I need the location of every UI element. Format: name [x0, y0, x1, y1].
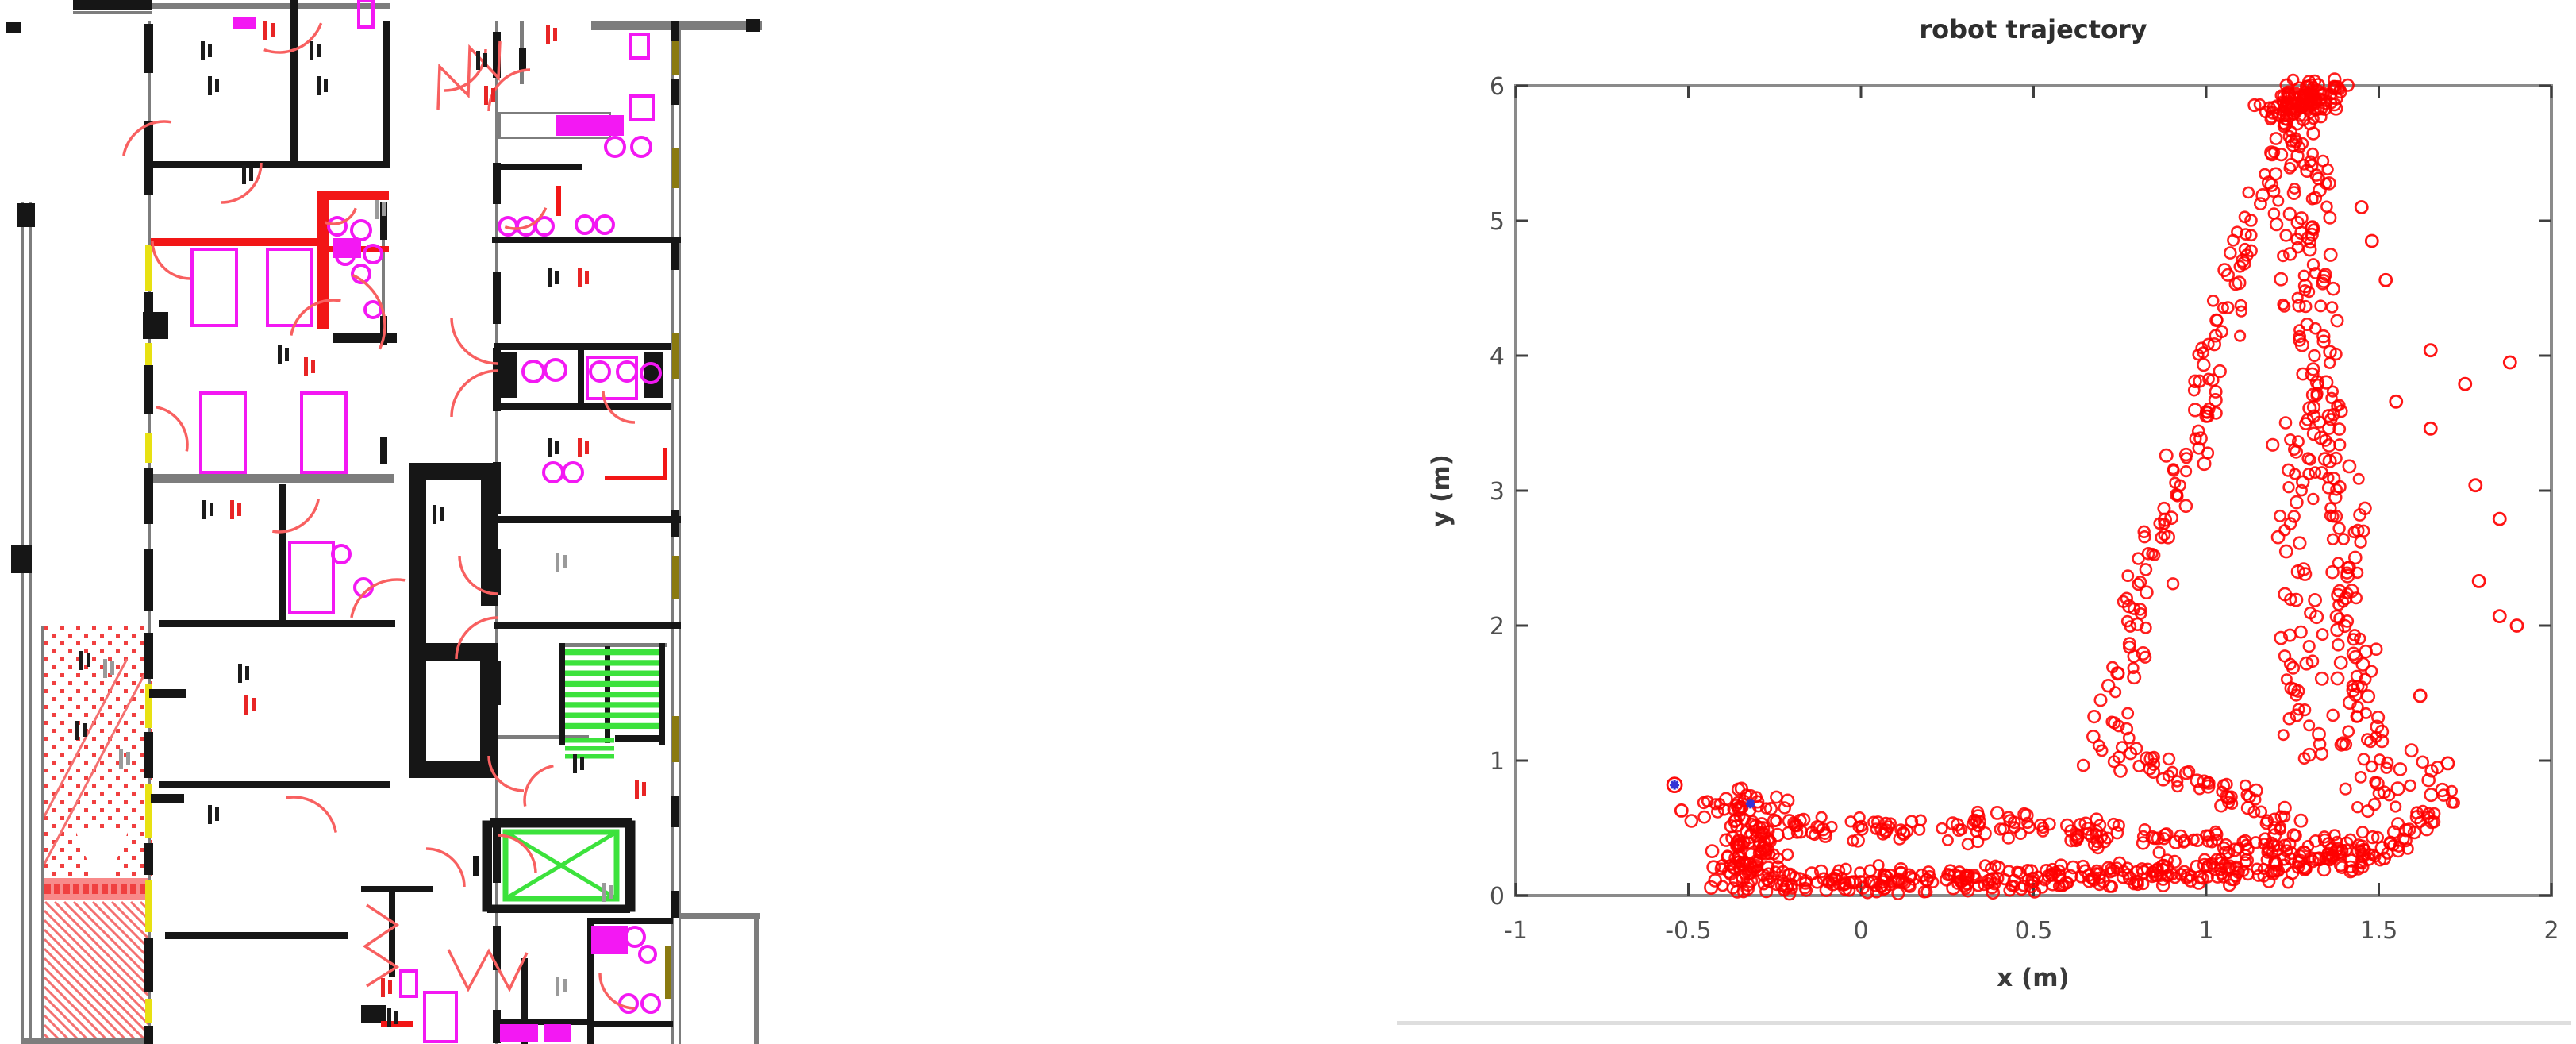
label-smudge: [208, 805, 219, 824]
plot-title: robot trajectory: [1919, 14, 2147, 44]
label-smudge: [375, 200, 386, 219]
label-smudge: [548, 268, 559, 287]
y-tick-label: 6: [1490, 73, 1505, 101]
label-smudge: [263, 21, 275, 40]
label-smudge: [310, 41, 321, 60]
label-smudge: [578, 438, 589, 457]
y-tick-label: 0: [1490, 883, 1505, 911]
label-smudge: [201, 41, 212, 60]
label-smudge: [387, 1008, 398, 1027]
label-smudge: [548, 438, 559, 457]
label-smudge: [75, 721, 87, 740]
label-smudge: [556, 553, 567, 572]
label-smudge: [244, 695, 256, 715]
label-smudge: [304, 357, 315, 376]
label-smudge: [317, 76, 328, 95]
label-smudge: [578, 268, 589, 287]
hatched-area: [43, 900, 151, 1044]
start-marker: [1745, 799, 1755, 809]
label-smudge: [433, 505, 444, 524]
label-smudge: [79, 651, 90, 670]
x-tick-label: 1: [2198, 917, 2213, 945]
label-smudge: [556, 977, 567, 996]
label-smudge: [476, 51, 487, 70]
floorplan-panel: [0, 0, 762, 1044]
trajectory-points: [1674, 72, 2524, 901]
x-tick-label: 0: [1853, 917, 1868, 945]
label-smudge: [242, 165, 253, 184]
label-smudge: [278, 345, 289, 364]
label-smudge: [573, 754, 584, 773]
floorplan-svg: [6, 0, 762, 1044]
y-tick-label: 1: [1490, 748, 1505, 776]
trajectory-plot-panel: -1 -0.5 0 0.5 1 1.5 2 0 1 2 3 4 5 6 robot trajectory …: [1349, 0, 2576, 1044]
label-smudge: [602, 883, 613, 902]
label-smudge: [484, 86, 495, 105]
label-smudge: [208, 76, 219, 95]
start-marker: [1666, 776, 1683, 793]
label-smudge: [635, 780, 646, 799]
label-smudge: [103, 659, 114, 678]
y-tick-label: 2: [1490, 613, 1505, 641]
y-tick-label: 4: [1490, 343, 1505, 371]
x-tick-label: 1.5: [2360, 917, 2398, 945]
y-tick-label: 5: [1490, 208, 1505, 236]
x-tick-label: 0.5: [2015, 917, 2053, 945]
label-smudge: [119, 749, 130, 769]
x-tick-label: 2: [2543, 917, 2559, 945]
label-smudge: [238, 664, 249, 683]
label-smudge: [230, 500, 241, 519]
label-smudge: [381, 978, 392, 997]
y-tick-label: 3: [1490, 478, 1505, 506]
x-tick-label: -0.5: [1665, 917, 1712, 945]
x-tick-label: -1: [1504, 917, 1528, 945]
label-smudge: [546, 25, 557, 44]
y-axis-label: y (m): [1427, 454, 1455, 527]
x-axis-label: x (m): [1997, 964, 2069, 992]
label-smudge: [202, 500, 213, 519]
